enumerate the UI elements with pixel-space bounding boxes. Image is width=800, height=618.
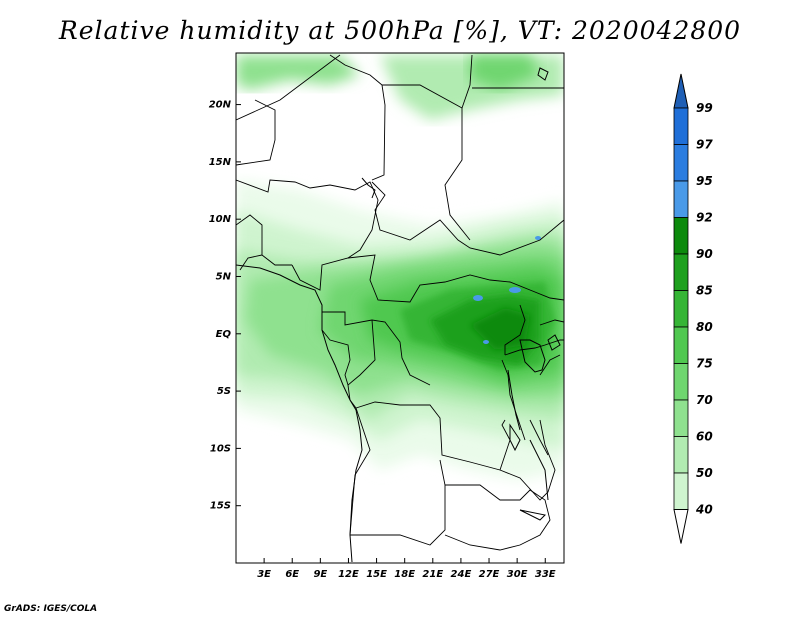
colorbar-swatch [673, 326, 689, 364]
colorbar-level-label: 90 [696, 247, 713, 261]
colorbar-swatch [673, 253, 689, 291]
colorbar-swatch [673, 363, 689, 401]
lon-tick-label: 18E [394, 569, 415, 580]
colorbar-level-label: 99 [696, 101, 713, 115]
colorbar-swatch [673, 107, 689, 145]
colorbar-level-label: 80 [696, 320, 713, 334]
credit-label: GrADS: IGES/COLA [4, 604, 98, 614]
colorbar-level-label: 92 [696, 211, 713, 225]
latitude-axis: 20N 15N 10N 5N EQ 5S 10S 15S [209, 100, 241, 512]
lon-tick-label: 27E [479, 569, 500, 580]
map-frame [235, 52, 565, 564]
high-humidity-cell [483, 340, 489, 344]
colorbar: 99 97 95 92 90 85 80 75 70 60 50 40 [673, 73, 713, 544]
lon-tick-label: 12E [338, 569, 359, 580]
lon-tick-label: 3E [257, 569, 271, 580]
colorbar-level-label: 50 [696, 466, 713, 480]
map-title: Relative humidity at 500hPa [%], VT: 202… [58, 16, 742, 45]
lat-tick-label: 5N [216, 271, 232, 282]
lon-tick-label: 6E [285, 569, 299, 580]
colorbar-level-label: 60 [696, 430, 713, 444]
lon-tick-label: 33E [535, 569, 556, 580]
humidity-region-north [236, 55, 360, 90]
lat-tick-label: 20N [209, 100, 232, 111]
colorbar-level-label: 75 [696, 357, 713, 371]
coastline [236, 67, 561, 563]
lat-tick-label: 5S [217, 386, 231, 397]
colorbar-level-label: 40 [695, 503, 713, 517]
colorbar-level-label: 97 [696, 138, 713, 152]
longitude-axis: 3E 6E 9E 12E 15E 18E 21E 24E 27E 30E 33E [257, 558, 556, 580]
lat-tick-label: EQ [216, 329, 232, 340]
high-humidity-cell [509, 287, 521, 293]
colorbar-swatch [673, 144, 689, 182]
colorbar-swatch [673, 436, 689, 474]
colorbar-bottom-arrow [673, 509, 689, 544]
colorbar-swatch [673, 472, 689, 510]
humidity-region-92 [470, 308, 530, 350]
lat-tick-label: 15S [210, 501, 231, 512]
lon-tick-label: 9E [313, 569, 327, 580]
lon-tick-label: 15E [366, 569, 387, 580]
high-humidity-cell [473, 295, 483, 301]
high-humidity-cell [535, 236, 541, 240]
colorbar-level-label: 70 [696, 393, 713, 407]
humidity-field [236, 55, 564, 480]
country-borders [236, 54, 564, 551]
humidity-region-north-east-core [470, 55, 540, 90]
lon-tick-label: 24E [451, 569, 472, 580]
colorbar-level-label: 85 [696, 284, 713, 298]
lon-tick-label: 30E [507, 569, 528, 580]
lat-tick-label: 15N [209, 157, 232, 168]
colorbar-top-arrow [673, 73, 689, 109]
lat-tick-label: 10S [210, 443, 231, 454]
lon-tick-label: 21E [422, 569, 443, 580]
colorbar-swatch [673, 290, 689, 328]
colorbar-swatch [673, 399, 689, 437]
colorbar-swatch [673, 217, 689, 255]
lat-tick-label: 10N [209, 214, 232, 225]
colorbar-swatch [673, 180, 689, 218]
colorbar-level-label: 95 [696, 174, 713, 188]
